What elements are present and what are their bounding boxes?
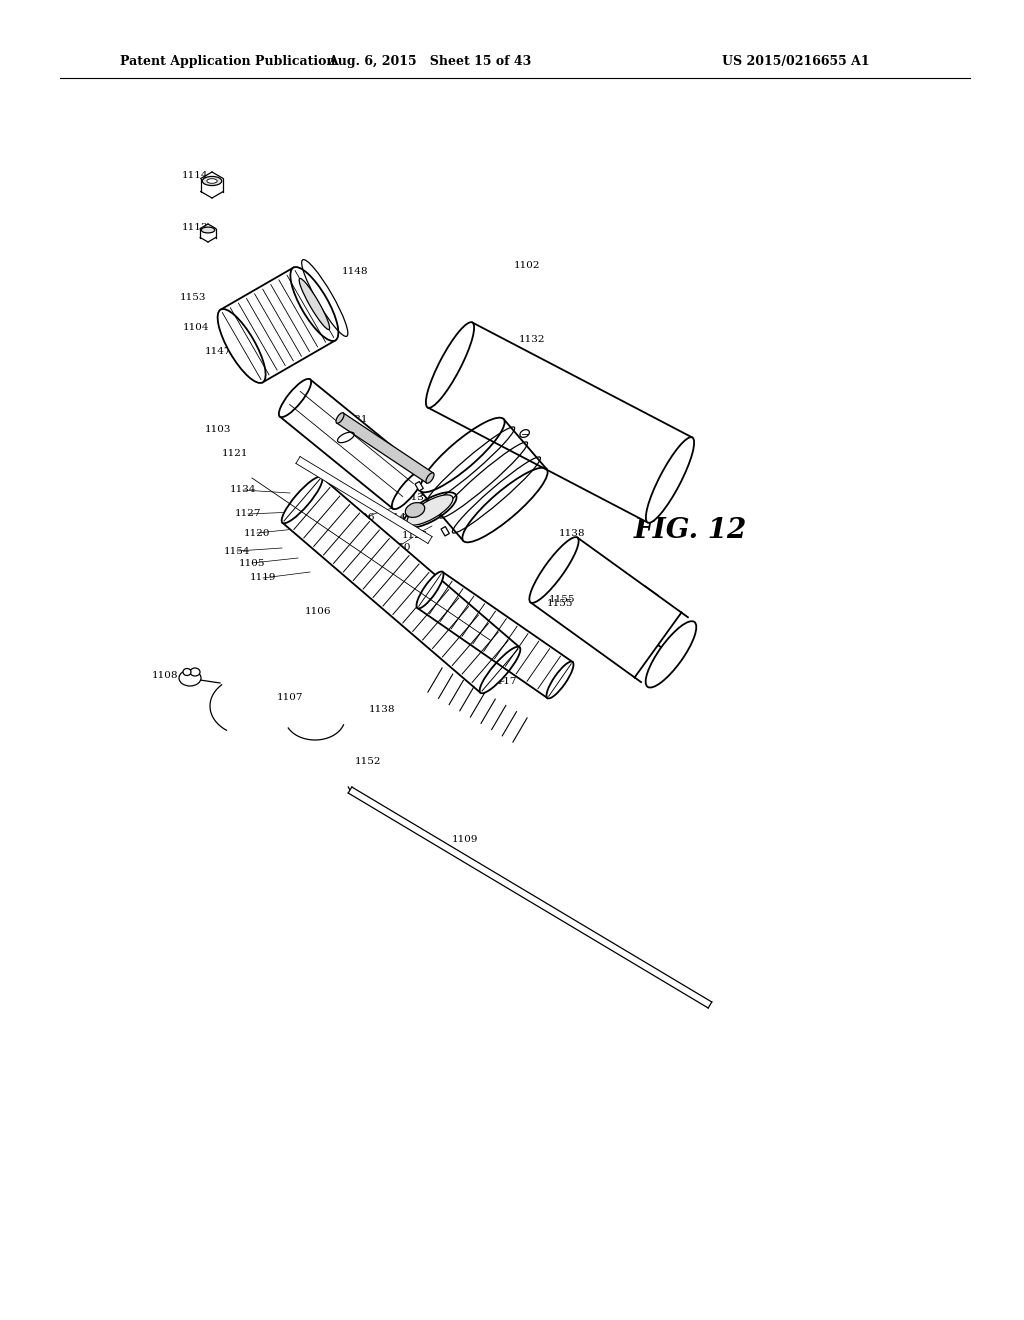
Text: 1106: 1106 [305,607,331,616]
Text: 1109: 1109 [452,836,478,845]
Text: 1138: 1138 [559,528,586,537]
Ellipse shape [183,668,191,676]
Text: 1153: 1153 [180,293,206,302]
Ellipse shape [299,279,330,330]
Text: 1114: 1114 [181,170,208,180]
Text: 1131: 1131 [337,424,364,433]
Text: 1147: 1147 [205,347,231,356]
Text: 1159: 1159 [372,486,398,495]
Text: 1128: 1128 [358,450,385,459]
Ellipse shape [203,177,222,186]
Ellipse shape [479,647,520,693]
Ellipse shape [463,467,548,543]
Text: 1155: 1155 [547,598,573,607]
Ellipse shape [207,178,217,183]
Text: 1134: 1134 [229,486,256,495]
Ellipse shape [417,572,443,609]
Ellipse shape [218,309,265,383]
Text: 1103: 1103 [205,425,231,434]
Text: 1126: 1126 [349,513,375,523]
Ellipse shape [179,671,201,686]
Ellipse shape [426,322,474,408]
Ellipse shape [420,417,505,492]
Text: 1135: 1135 [404,492,431,502]
Polygon shape [530,537,681,677]
Ellipse shape [336,413,344,424]
Text: 1148: 1148 [342,268,369,276]
Ellipse shape [282,477,323,523]
Text: 1152: 1152 [354,758,381,767]
Polygon shape [420,420,547,541]
Polygon shape [280,379,423,508]
Polygon shape [220,268,336,383]
Text: 1155: 1155 [549,595,575,605]
Text: 1138: 1138 [369,705,395,714]
Polygon shape [283,478,519,693]
Text: 1115: 1115 [497,659,523,668]
Text: 1105: 1105 [239,558,265,568]
Text: Aug. 6, 2015   Sheet 15 of 43: Aug. 6, 2015 Sheet 15 of 43 [329,55,531,69]
Ellipse shape [646,437,694,523]
Ellipse shape [407,495,453,525]
Polygon shape [296,457,432,544]
Ellipse shape [291,267,338,341]
Ellipse shape [529,537,579,603]
Text: 1120: 1120 [244,528,270,537]
Text: 1102: 1102 [514,260,541,269]
Text: 1150: 1150 [385,543,412,552]
Polygon shape [337,413,433,483]
Polygon shape [441,527,450,536]
Text: 1133: 1133 [361,469,388,478]
Ellipse shape [520,429,529,437]
Text: 1131: 1131 [342,416,369,425]
Text: 1104: 1104 [182,322,209,331]
Ellipse shape [426,473,434,483]
Text: 1154: 1154 [224,546,250,556]
Text: 1107: 1107 [276,693,303,702]
Ellipse shape [190,668,200,676]
Text: 1113: 1113 [181,223,208,232]
Text: 1125: 1125 [401,531,428,540]
Ellipse shape [202,227,215,232]
Ellipse shape [406,503,425,517]
Text: 1164: 1164 [490,643,517,652]
Ellipse shape [392,471,424,510]
Text: 1117: 1117 [490,676,517,685]
Ellipse shape [338,432,354,442]
Polygon shape [428,322,692,523]
Polygon shape [418,572,572,698]
Text: Patent Application Publication: Patent Application Publication [120,55,336,69]
Text: 1132: 1132 [519,335,545,345]
Polygon shape [348,787,712,1008]
Text: 1127: 1127 [234,510,261,519]
Text: 1119: 1119 [250,573,276,582]
Text: 1149: 1149 [387,513,414,523]
Ellipse shape [547,661,573,698]
Text: 1136: 1136 [535,396,561,404]
Text: 1121: 1121 [222,449,248,458]
Text: US 2015/0216655 A1: US 2015/0216655 A1 [722,55,870,69]
Text: 1108: 1108 [152,671,178,680]
Ellipse shape [646,622,696,688]
Ellipse shape [279,379,311,417]
Polygon shape [415,482,423,491]
Text: FIG. 12: FIG. 12 [634,516,746,544]
